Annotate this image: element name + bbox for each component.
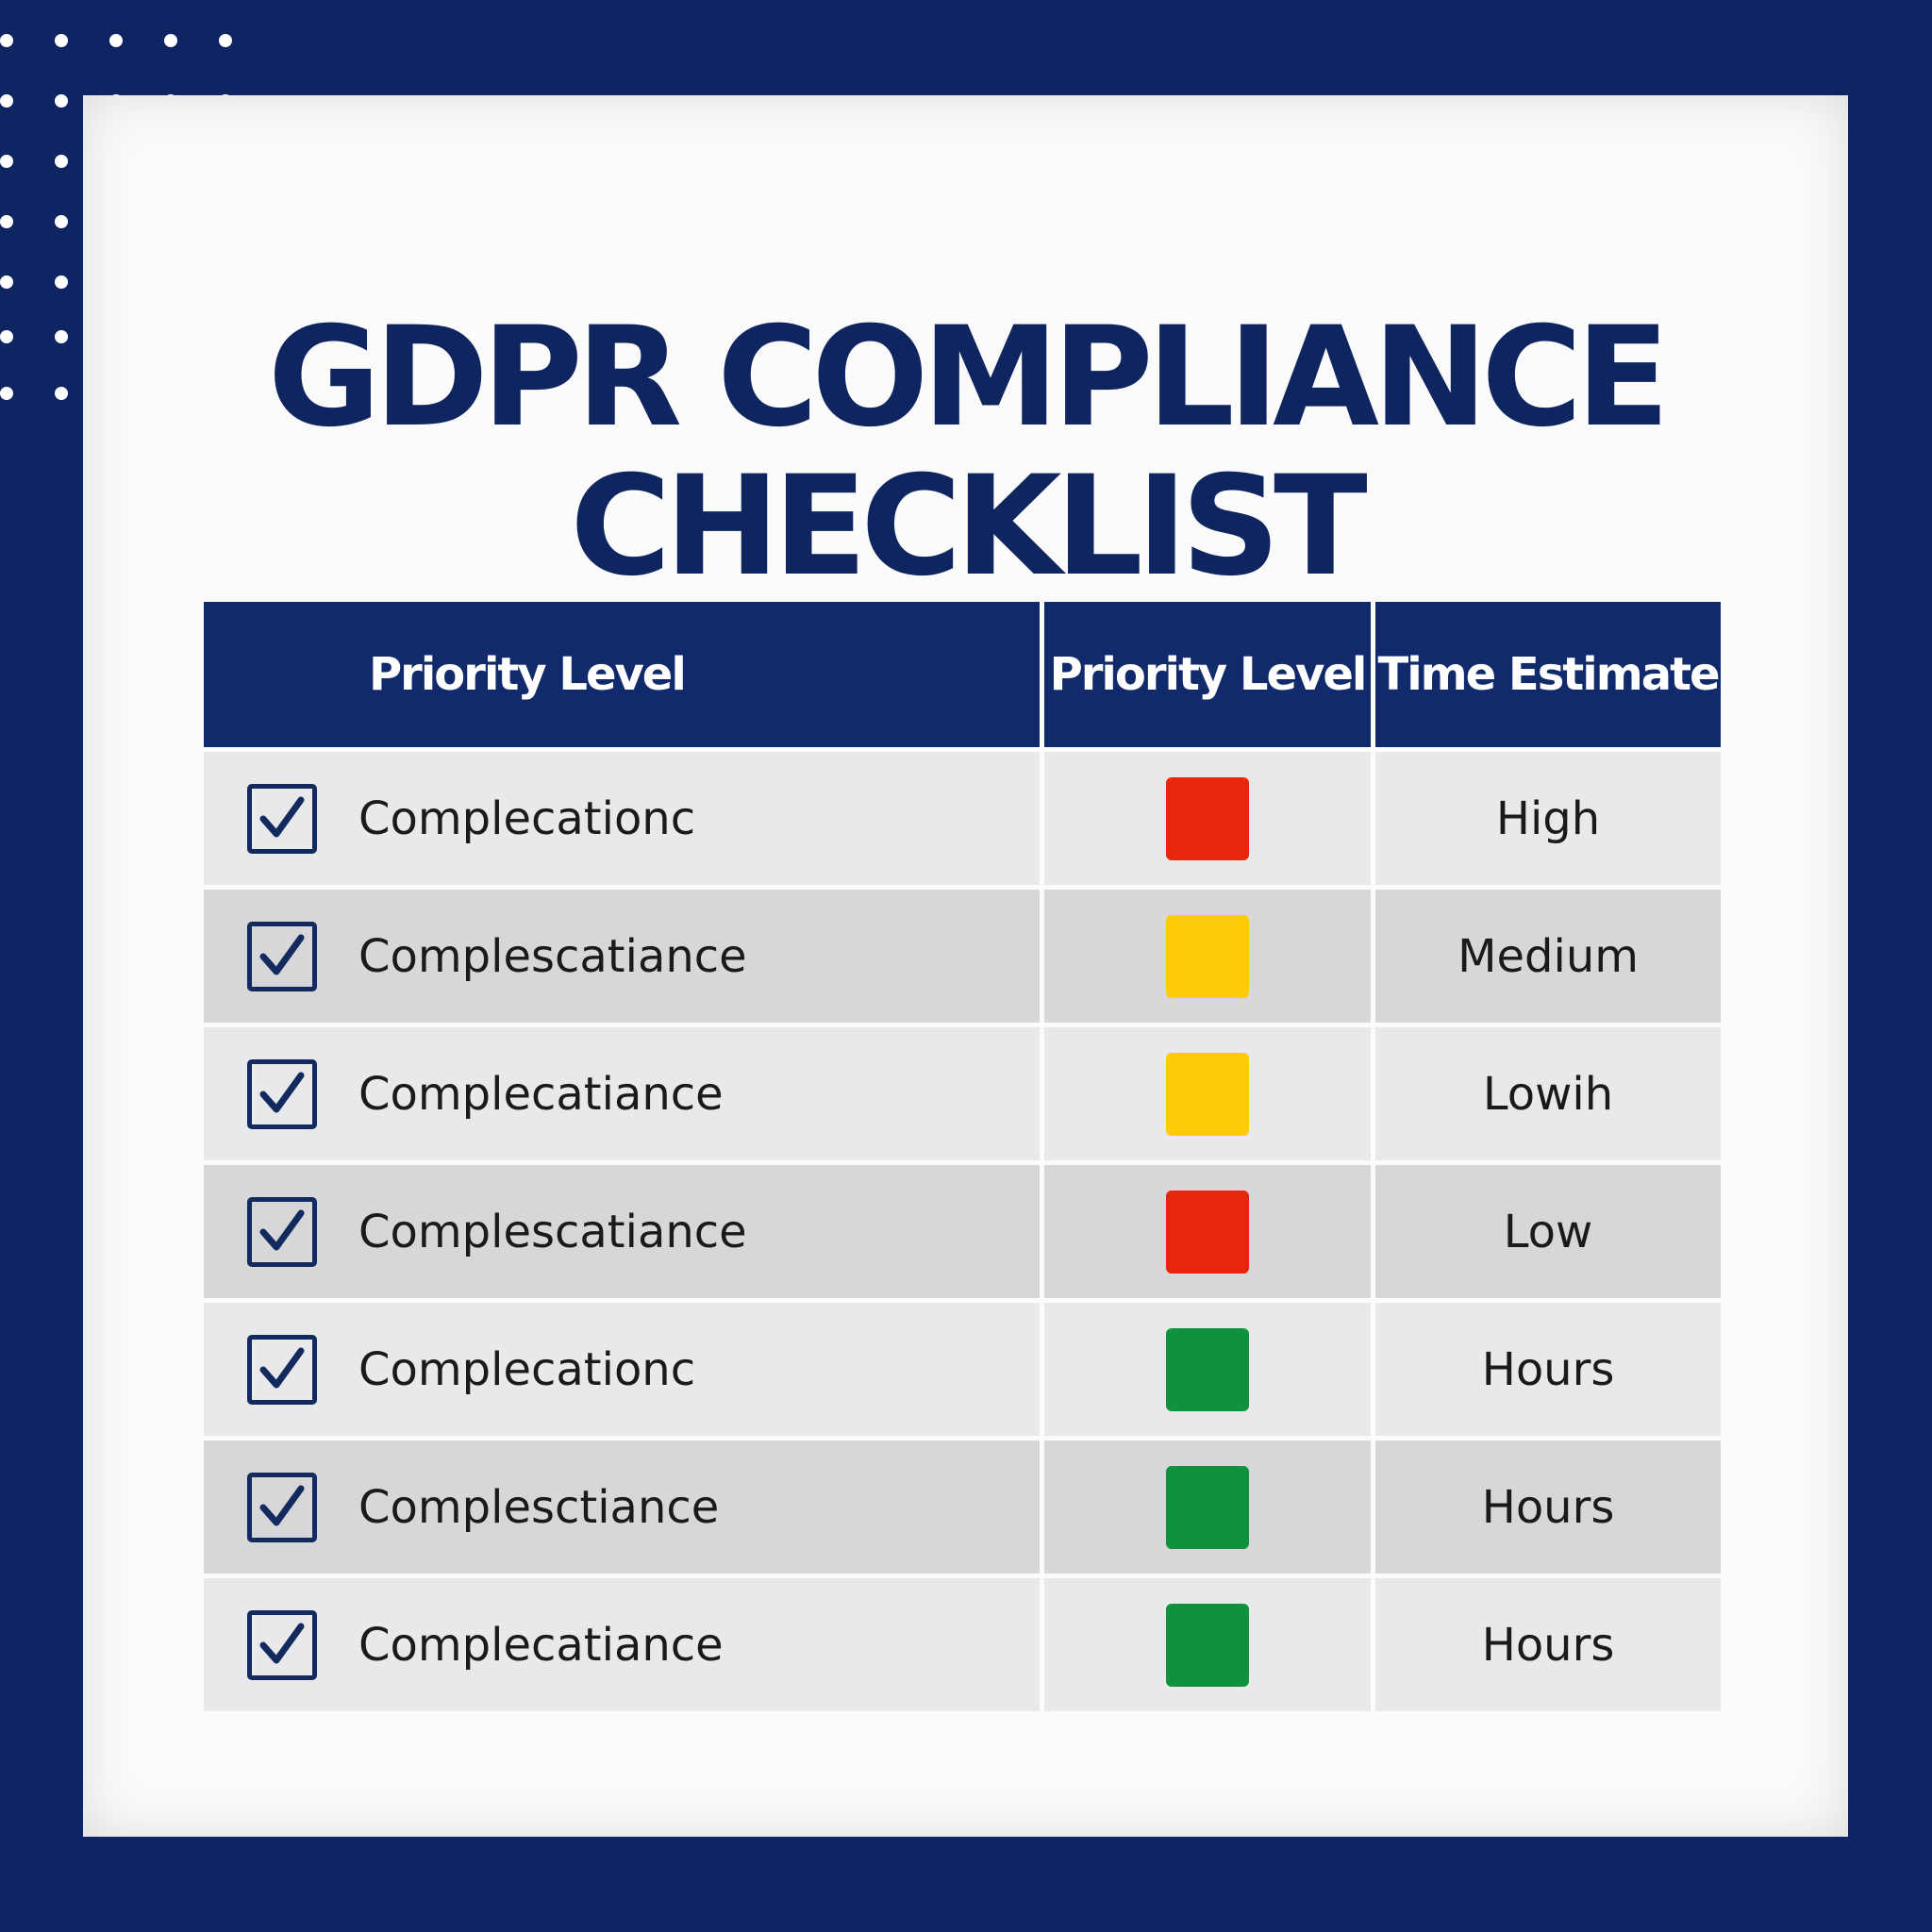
table-row: Complescatiance Medium (204, 890, 1721, 1023)
item-label: Complecatiance (358, 1618, 724, 1672)
table-header-row: Priority Level Priority Level Time Estim… (204, 602, 1721, 747)
item-label: Complescatiance (358, 1205, 747, 1258)
item-label: Complescatiance (358, 929, 747, 983)
checkmark-icon (259, 934, 305, 974)
priority-swatch (1165, 1327, 1249, 1411)
checkbox-checked-icon[interactable] (247, 1609, 317, 1680)
priority-cell (1043, 1027, 1372, 1160)
priority-cell (1043, 1165, 1372, 1298)
time-estimate-cell: Medium (1375, 890, 1721, 1023)
decorative-dot (0, 275, 13, 289)
time-estimate-cell: Hours (1375, 1303, 1721, 1436)
decorative-dot (55, 275, 68, 289)
priority-cell (1043, 1303, 1372, 1436)
table-row: Complescatiance Low (204, 1165, 1721, 1298)
item-label: Complecatiance (358, 1067, 724, 1121)
table-row: Complecatiance Lowih (204, 1027, 1721, 1160)
time-estimate-cell: High (1375, 752, 1721, 885)
decorative-dot (0, 34, 13, 47)
header-item: Priority Level (204, 602, 1040, 747)
decorative-dot (55, 34, 68, 47)
checkbox-checked-icon[interactable] (247, 1058, 317, 1129)
item-cell: Complesctiance (204, 1441, 1040, 1574)
time-estimate-cell: Low (1375, 1165, 1721, 1298)
time-estimate-cell: Lowih (1375, 1027, 1721, 1160)
decorative-dot (55, 94, 68, 108)
table-row: Complecatiance Hours (204, 1578, 1721, 1711)
decorative-dot (0, 155, 13, 168)
decorative-dot (109, 34, 123, 47)
item-cell: Complecationc (204, 752, 1040, 885)
checkbox-checked-icon[interactable] (247, 921, 317, 991)
table-row: Complecationc Hours (204, 1303, 1721, 1436)
checkbox-checked-icon[interactable] (247, 783, 317, 854)
decorative-dot (55, 330, 68, 343)
checklist-card: GDPR COMPLIANCE CHECKLIST Priority Level… (83, 95, 1848, 1837)
item-cell: Complecatiance (204, 1578, 1040, 1711)
table-row: Complecationc High (204, 752, 1721, 885)
priority-cell (1043, 752, 1372, 885)
checkmark-icon (259, 1485, 305, 1525)
priority-swatch (1165, 1603, 1249, 1687)
checkmark-icon (259, 1347, 305, 1388)
priority-swatch (1165, 1052, 1249, 1136)
checkbox-checked-icon[interactable] (247, 1196, 317, 1267)
priority-swatch (1165, 776, 1249, 860)
title-line-2: CHECKLIST (570, 446, 1367, 607)
item-label: Complesctiance (358, 1480, 720, 1534)
decorative-dot (219, 34, 232, 47)
priority-cell (1043, 890, 1372, 1023)
item-cell: Complecationc (204, 1303, 1040, 1436)
item-label: Complecationc (358, 1342, 696, 1396)
time-estimate-cell: Hours (1375, 1578, 1721, 1711)
header-priority: Priority Level (1043, 602, 1372, 747)
decorative-dot (55, 215, 68, 228)
checkmark-icon (259, 796, 305, 837)
decorative-dot (0, 330, 13, 343)
checkmark-icon (259, 1072, 305, 1112)
checkbox-checked-icon[interactable] (247, 1334, 317, 1405)
title-line-1: GDPR COMPLIANCE (267, 297, 1670, 458)
decorative-dot (55, 387, 68, 400)
priority-swatch (1165, 914, 1249, 998)
item-cell: Complescatiance (204, 890, 1040, 1023)
page-title: GDPR COMPLIANCE CHECKLIST (83, 303, 1848, 601)
item-label: Complecationc (358, 791, 696, 845)
decorative-dot (55, 155, 68, 168)
decorative-dot (164, 34, 177, 47)
item-cell: Complecatiance (204, 1027, 1040, 1160)
header-time-estimate: Time Estimate (1375, 602, 1721, 747)
priority-swatch (1165, 1465, 1249, 1549)
item-cell: Complescatiance (204, 1165, 1040, 1298)
checkmark-icon (259, 1623, 305, 1663)
table-row: Complesctiance Hours (204, 1441, 1721, 1574)
checkmark-icon (259, 1209, 305, 1250)
decorative-dot (0, 94, 13, 108)
priority-swatch (1165, 1190, 1249, 1274)
decorative-dot (0, 387, 13, 400)
checkbox-checked-icon[interactable] (247, 1472, 317, 1542)
time-estimate-cell: Hours (1375, 1441, 1721, 1574)
priority-cell (1043, 1578, 1372, 1711)
compliance-table: Priority Level Priority Level Time Estim… (199, 597, 1725, 1716)
decorative-dot (0, 215, 13, 228)
priority-cell (1043, 1441, 1372, 1574)
